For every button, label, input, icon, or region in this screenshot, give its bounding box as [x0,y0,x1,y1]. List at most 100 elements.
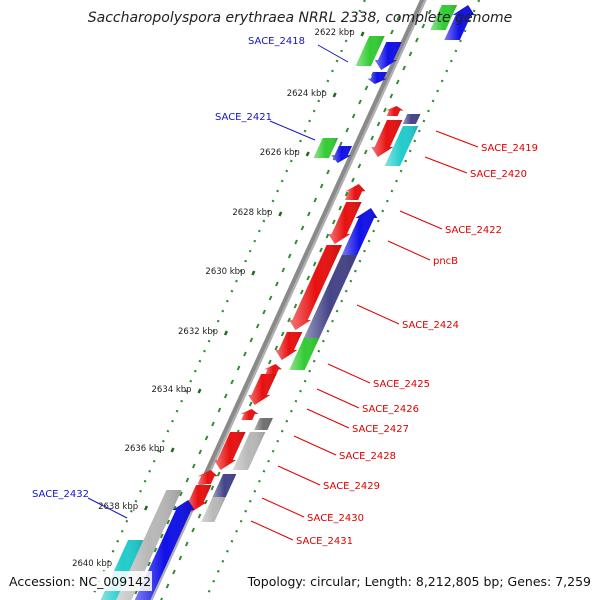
feature-red-2422-shading [328,202,362,244]
feature-green-top[interactable] [430,5,458,30]
skew-dash [357,163,362,169]
feature-purple-2424[interactable] [303,255,358,340]
gene-label-plus[interactable]: SACE_2420 [470,169,527,180]
feature-red-2425[interactable] [275,332,303,360]
skew-dash [216,471,221,477]
tick-mark [360,31,365,37]
skew-dash [339,141,343,147]
gene-label-plus[interactable]: SACE_2419 [481,143,538,154]
feature-blue-pncb[interactable] [341,208,378,255]
feature-red-2428[interactable] [214,432,246,470]
skew-dash [287,317,291,323]
tick-mark [305,151,310,157]
gene-label-plus[interactable]: SACE_2424 [402,320,459,331]
gene-label-plus[interactable]: SACE_2427 [352,424,409,435]
feature-blue-small[interactable] [367,72,388,84]
feature-gray-2430-shading [201,497,226,522]
gene-label-minus[interactable]: SACE_2421 [215,112,272,123]
gene-label-plus[interactable]: SACE_2425 [373,379,430,390]
skew-dash [255,323,260,329]
gene-label-plus[interactable]: SACE_2428 [339,451,396,462]
gc-skew-dotted-line [203,0,481,600]
skew-dash [389,93,394,99]
skew-dash [178,555,183,561]
gene-label-connector [293,435,337,456]
skew-dash [160,533,164,539]
feature-red-2419[interactable] [371,120,403,157]
feature-red-2419-small[interactable] [385,106,404,116]
skew-dash [358,99,362,105]
gene-label-plus[interactable]: pncB [433,256,458,267]
gene-label-plus[interactable]: SACE_2430 [307,513,364,524]
tick-label: 2626 kbp [260,148,300,158]
skew-dash [293,303,298,309]
feature-green-2421[interactable] [313,138,339,158]
gene-label-connector [306,408,350,429]
gene-label-plus[interactable]: SACE_2431 [296,536,353,547]
skew-dash [383,107,387,113]
skew-dash [325,233,330,239]
skew-dash [307,211,311,217]
gene-label-plus[interactable]: SACE_2429 [323,481,380,492]
feature-blue-small-shading [367,72,388,84]
skew-dash [294,239,298,245]
gene-label-connector [277,465,321,486]
gene-label-connector [435,130,479,148]
feature-purple-2419[interactable] [402,114,421,124]
feature-gray-2428[interactable] [232,432,266,470]
feature-blue-2418[interactable] [374,42,402,70]
feature-red-2419-shading [371,120,403,157]
feature-red-2429[interactable] [185,485,212,512]
skew-dash [338,205,343,211]
skew-dash [363,149,368,155]
gene-label-plus[interactable]: SACE_2422 [445,225,502,236]
feature-red-2424[interactable] [289,245,342,330]
feature-green-2418[interactable] [355,36,385,66]
accession-backdrop [4,571,152,591]
feature-cyan-2420[interactable] [384,126,419,166]
skew-dash [210,485,215,491]
skew-dash [326,169,330,175]
feature-green-2425[interactable] [289,338,320,370]
feature-red-2427[interactable] [248,374,277,405]
feature-gray-2428-shading [232,432,266,470]
feature-red-2427-shading [248,374,277,405]
feature-green-top-shading [430,5,458,30]
skew-dash [248,401,253,407]
tick-mark [170,447,175,453]
feature-red-2426-small[interactable] [264,364,282,376]
gene-label-plus[interactable]: SACE_2426 [362,404,419,415]
skew-dash [300,225,305,231]
feature-blue-top[interactable] [444,5,475,40]
tick-label: 2622 kbp [315,28,355,38]
skew-dash [306,275,311,281]
skew-dash [268,359,272,365]
skew-dash [147,561,151,567]
gene-label-connector [87,497,128,519]
feature-blue-2421-shading [331,146,352,163]
feature-red-2428-small-shading [240,409,259,420]
skew-dash [402,65,406,71]
skew-dash [275,281,279,287]
feature-red-2422-small[interactable] [345,184,366,200]
topology-label: Topology: circular; Length: 8,212,805 bp… [247,574,591,589]
tick-mark [251,270,256,276]
feature-darkgray-2428[interactable] [254,418,273,430]
gene-label-minus[interactable]: SACE_2432 [32,489,89,500]
gene-label-connector [317,44,349,63]
feature-gray-2430[interactable] [201,497,226,522]
skew-dash [395,79,400,85]
feature-blue-2421[interactable] [331,146,352,163]
feature-red-2422[interactable] [328,202,362,244]
skew-dash [262,309,266,315]
skew-dash [185,477,190,483]
gene-label-minus[interactable]: SACE_2418 [248,36,305,47]
skew-dash [370,135,374,141]
tick-label: 2634 kbp [152,385,192,395]
feature-purple-2430[interactable] [212,474,237,497]
feature-green-2421-shading [313,138,339,158]
feature-red-2428-small[interactable] [240,409,259,420]
feature-red-2430[interactable] [197,470,218,484]
